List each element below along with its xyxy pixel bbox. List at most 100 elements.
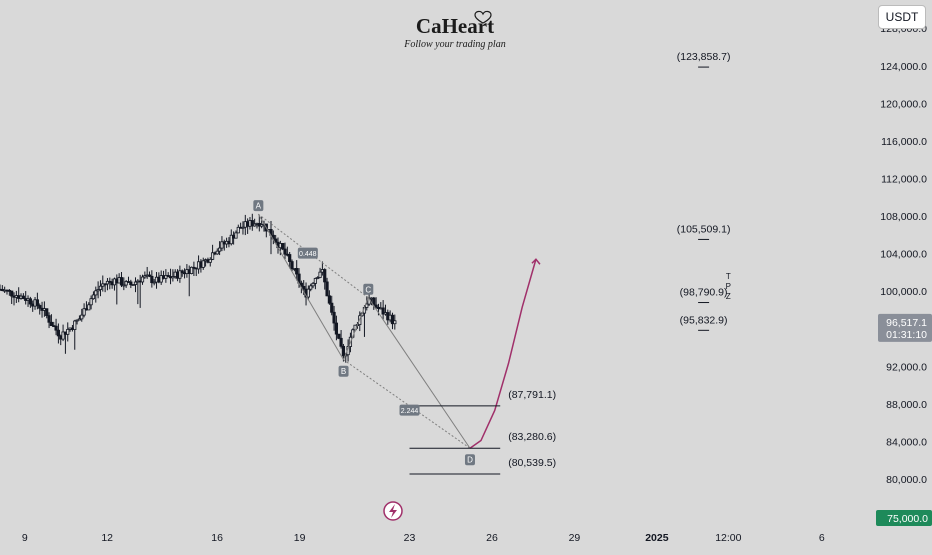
candle (150, 270, 154, 288)
candle-body (274, 238, 278, 243)
pattern-point-badge (338, 365, 349, 377)
candle-body (306, 288, 310, 298)
candle (208, 257, 212, 267)
x-tick-label: 23 (404, 532, 416, 544)
candle (180, 269, 184, 277)
candle-body (250, 220, 254, 227)
candle (309, 283, 313, 292)
candle (38, 303, 42, 315)
level-label: (83,280.6) (508, 431, 556, 443)
candle (56, 323, 61, 344)
candle (91, 291, 96, 300)
candle (281, 243, 285, 251)
pattern-point-label: B (341, 367, 346, 376)
y-tick-label: 100,000.0 (880, 286, 927, 298)
candle-body (152, 281, 156, 284)
candle-body (10, 290, 14, 297)
candle-body (94, 290, 98, 296)
candle (274, 234, 278, 244)
candle (82, 303, 86, 318)
candle (327, 290, 331, 305)
price-axis[interactable]: 128,000.0 124,000.0 120,000.0 116,000.0 112,… (874, 0, 932, 526)
y-tick-label: 112,000.0 (881, 173, 927, 185)
candle (229, 229, 233, 246)
candle-body (56, 329, 61, 337)
candle (45, 308, 49, 319)
candle (35, 292, 39, 310)
candle-body (334, 322, 339, 335)
candle (323, 268, 327, 290)
candle-body (316, 277, 320, 279)
current-price-label: 96,517.1 (886, 317, 927, 329)
candle-body (21, 295, 25, 299)
logo-subtitle: Follow your trading plan (403, 39, 505, 50)
candle (66, 322, 70, 342)
candle-body (89, 298, 93, 306)
pattern-point-label: D (467, 456, 473, 465)
candle-body (236, 226, 240, 234)
pattern-leg (257, 213, 344, 360)
candle-body (374, 304, 378, 308)
candle-body (330, 302, 334, 313)
logo-title: CaHeart (416, 14, 494, 38)
x-tick-label: 26 (486, 532, 498, 544)
chart-plot[interactable]: (123,858.7) (105,509.1) (98,790.9) (95,832.… (0, 0, 874, 526)
level-label: (87,791.1) (508, 389, 556, 401)
candle-body (295, 268, 299, 275)
candle (119, 271, 124, 288)
candle (313, 277, 317, 290)
candle-body (217, 247, 222, 252)
candle (295, 260, 299, 281)
candle (171, 269, 175, 282)
candle (94, 286, 98, 303)
candle-body (119, 277, 124, 286)
candle-body (47, 315, 51, 323)
candle (306, 285, 310, 301)
y-tick-label: 108,000.0 (880, 211, 927, 223)
candle (87, 302, 91, 311)
currency-button[interactable]: USDT (878, 5, 926, 29)
candle (374, 297, 378, 309)
candle (316, 276, 320, 280)
x-tick-label: 16 (211, 532, 223, 544)
candle (318, 267, 322, 279)
candle-body (96, 289, 100, 292)
candle (140, 274, 145, 285)
candle (339, 330, 343, 349)
candle (166, 272, 170, 278)
heart-icon (474, 10, 492, 24)
candle-body (73, 320, 77, 330)
candle-body (66, 329, 70, 335)
candle (217, 241, 222, 256)
candle-body (91, 294, 96, 300)
level-label: (123,858.7) (677, 51, 731, 63)
alert-price-badge (876, 510, 932, 526)
candle-body (131, 284, 135, 286)
chart-area[interactable]: (123,858.7) (105,509.1) (98,790.9) (95,832.… (0, 0, 874, 526)
candle (73, 319, 77, 350)
candle (49, 314, 53, 327)
candle-body (166, 274, 170, 277)
y-tick-label: 92,000.0 (886, 361, 927, 373)
candle (89, 295, 93, 310)
lightning-icon[interactable] (383, 501, 403, 521)
pattern-point-badge (253, 200, 264, 212)
candle (122, 277, 126, 291)
ratio-badge (399, 404, 420, 416)
candle (325, 277, 329, 297)
candle (283, 242, 287, 260)
ratio-label: 0.448 (299, 251, 317, 258)
candle (253, 218, 257, 227)
candle-body (332, 311, 336, 324)
candle (124, 280, 128, 288)
candle-body (189, 266, 194, 274)
candle (334, 315, 339, 341)
candle-body (290, 261, 294, 269)
candle (290, 259, 294, 272)
candle (147, 271, 152, 278)
x-tick-label: 6 (819, 532, 825, 544)
candle-body (220, 241, 224, 249)
candle-body (234, 232, 238, 239)
time-axis[interactable]: 9 12 16 19 23 26 29 2025 12:00 6 (0, 526, 874, 550)
candle (288, 251, 292, 269)
